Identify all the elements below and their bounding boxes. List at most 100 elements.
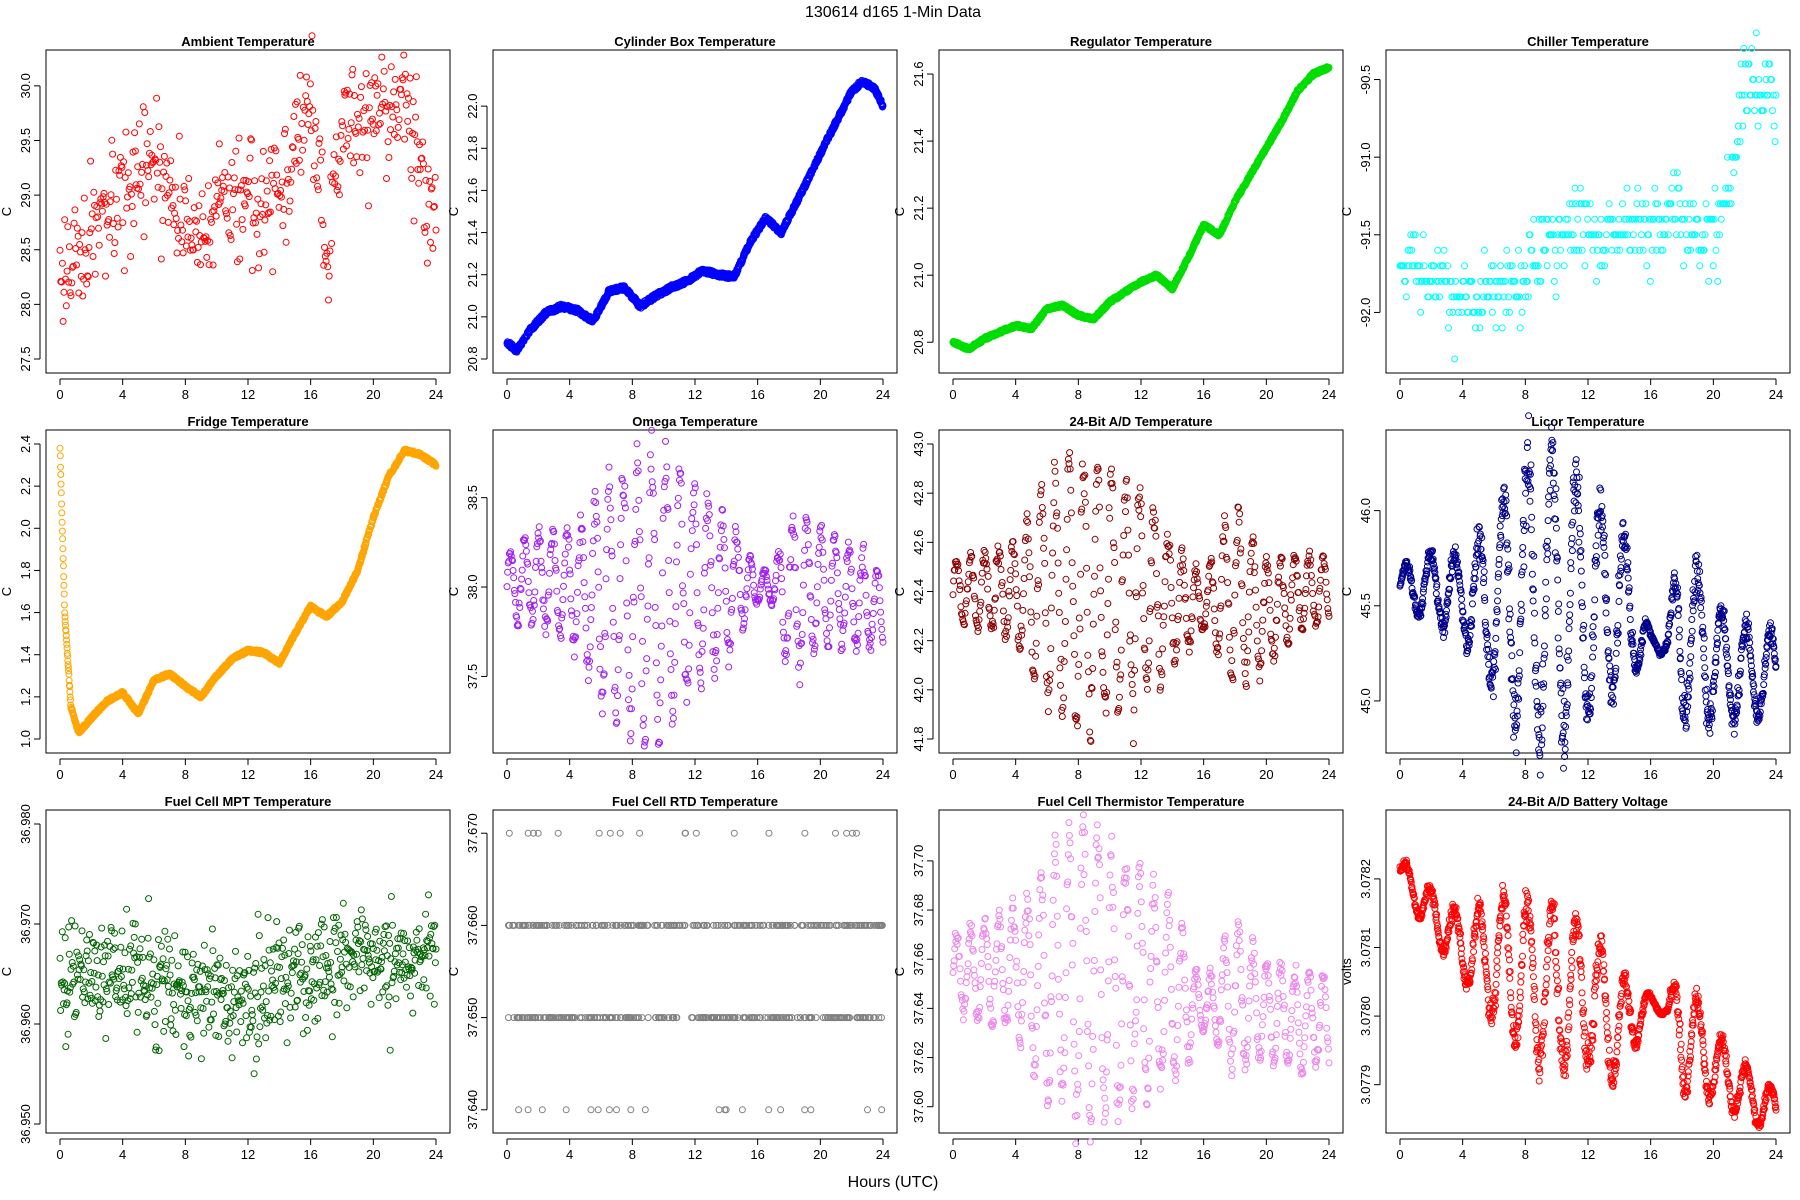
data-point: [1714, 277, 1722, 285]
data-point: [401, 135, 409, 143]
data-point: [58, 500, 66, 508]
data-point: [431, 173, 439, 181]
data-point: [1488, 308, 1496, 316]
data-point: [246, 154, 254, 162]
data-point: [395, 116, 403, 124]
data-point: [401, 70, 409, 78]
data-point: [372, 82, 380, 90]
data-point: [58, 518, 66, 526]
data-point: [193, 217, 201, 225]
y-axis: 27.528.028.529.029.530.0: [18, 73, 41, 372]
data-point: [299, 146, 307, 154]
data-point: [154, 183, 162, 191]
data-point: [358, 153, 366, 161]
data-point: [1730, 169, 1738, 177]
data-point: [222, 210, 230, 218]
data-point: [338, 118, 346, 126]
data-point: [380, 67, 388, 75]
data-point: [113, 214, 121, 222]
x-tick-label: 20: [813, 387, 827, 402]
data-point: [1550, 277, 1558, 285]
data-point: [423, 222, 431, 230]
data-point: [228, 159, 236, 166]
data-point: [106, 198, 114, 206]
y-axis-label: C: [446, 207, 461, 216]
data-point: [361, 104, 369, 112]
panel-title: Regulator Temperature: [1070, 34, 1212, 49]
data-point: [89, 253, 97, 260]
data-point: [185, 175, 193, 182]
data-point: [209, 261, 217, 269]
data-point: [375, 121, 383, 129]
data-point: [382, 107, 390, 115]
data-point: [95, 241, 103, 249]
y-axis-label: C: [0, 207, 14, 216]
y-tick-label: 21.2: [465, 262, 480, 287]
data-point: [1696, 262, 1704, 270]
x-tick-label: 12: [1581, 387, 1595, 402]
data-point: [348, 71, 356, 79]
data-point: [1712, 246, 1720, 254]
data-point: [255, 264, 263, 272]
panel-title: Fridge Temperature: [187, 414, 308, 429]
data-point: [297, 168, 305, 176]
data-point: [67, 292, 75, 300]
data-point: [203, 253, 211, 261]
y-tick-label: 2.0: [18, 519, 33, 537]
data-point: [308, 32, 316, 40]
data-point: [1685, 215, 1693, 223]
data-point: [306, 103, 314, 111]
x-tick-label: 0: [56, 767, 63, 782]
y-tick-label: -90.5: [1358, 65, 1373, 95]
data-point: [329, 170, 337, 178]
data-point: [1748, 45, 1756, 52]
data-point: [91, 270, 99, 278]
data-point: [427, 238, 434, 246]
data-point: [215, 140, 223, 148]
data-point: [287, 178, 295, 186]
plot-frame: [938, 49, 1344, 374]
x-axis: 0 4 8 12 16 20 24: [1396, 378, 1783, 402]
data-point: [1643, 262, 1651, 270]
data-point: [1642, 200, 1650, 208]
data-point: [279, 222, 287, 230]
data-point: [1591, 215, 1599, 223]
x-tick-label: 0: [949, 387, 956, 402]
y-tick-label: 20.8: [465, 346, 480, 371]
data-point: [79, 292, 87, 300]
data-point: [71, 206, 79, 214]
data-point: [1553, 262, 1561, 270]
data-point: [288, 143, 296, 151]
data-point: [301, 106, 309, 114]
y-tick-label: -91.5: [1358, 220, 1373, 250]
data-point: [179, 249, 187, 257]
data-point: [155, 123, 163, 131]
data-point: [391, 75, 399, 83]
data-point: [356, 169, 364, 177]
y-axis: 20.821.021.221.421.6: [911, 61, 934, 355]
data-point: [126, 183, 134, 191]
data-point: [267, 145, 275, 153]
data-point: [84, 273, 92, 281]
x-tick-label: 12: [241, 767, 255, 782]
data-point: [295, 156, 303, 164]
data-point: [253, 230, 261, 238]
y-tick-label: 21.2: [911, 195, 926, 220]
data-point: [69, 262, 77, 270]
x-axis: 0 4 8 12 16 20 24: [949, 378, 1336, 402]
data-point: [362, 70, 370, 78]
data-point: [298, 120, 306, 127]
data-point: [75, 289, 83, 297]
data-point: [198, 190, 206, 198]
data-point: [111, 239, 119, 247]
data-point: [150, 195, 158, 203]
data-point: [432, 226, 440, 234]
data-point: [156, 158, 164, 166]
data-point: [194, 243, 202, 251]
panel-title: Ambient Temperature: [181, 34, 314, 49]
data-point: [302, 92, 310, 100]
y-tick-label: -91.0: [1358, 142, 1373, 172]
series-points: [56, 444, 440, 737]
data-point: [259, 147, 267, 155]
